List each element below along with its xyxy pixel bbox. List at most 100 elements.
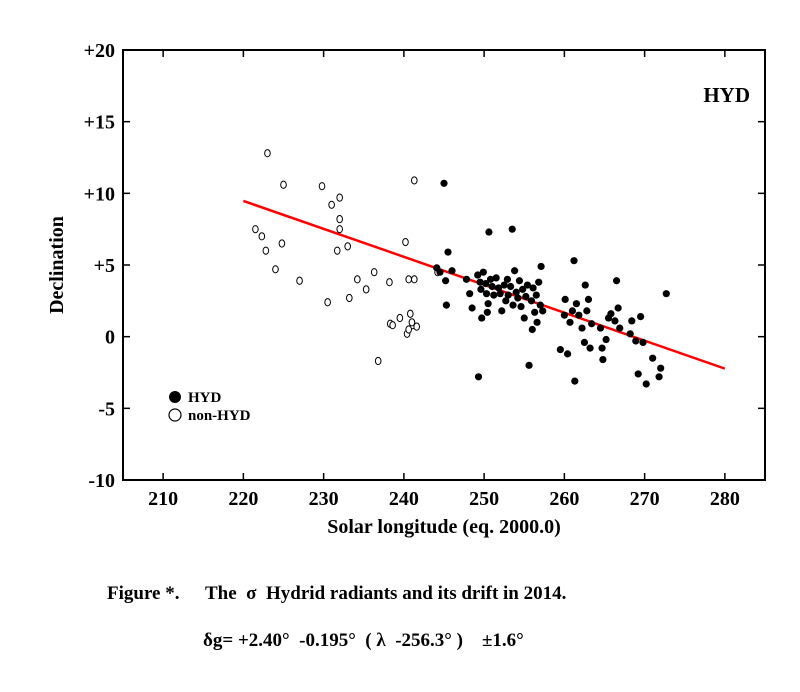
non-hyd-point [264, 149, 271, 158]
non-hyd-point [374, 356, 382, 366]
non-hyd-point [278, 239, 286, 248]
non-hyd-point [389, 321, 396, 330]
hyd-point [504, 291, 512, 299]
hyd-point [511, 267, 519, 275]
hyd-point [494, 284, 503, 292]
non-hyd-point [258, 232, 266, 241]
hyd-point [500, 281, 508, 289]
hyd-point [468, 304, 476, 312]
hyd-point [474, 271, 482, 279]
hyd-point [598, 344, 606, 352]
hyd-point [523, 281, 532, 289]
hyd-point [580, 338, 589, 346]
hyd-point [649, 354, 657, 362]
scatter-chart: 210 220 230 240 250 260 270 280 -10 -5 0 +5 +10 +15 +2… [46, 40, 766, 538]
hyd-point [482, 280, 490, 288]
hyd-point [448, 267, 456, 275]
hyd-point [528, 325, 536, 334]
hyd-point [496, 290, 504, 298]
hyd-point [616, 324, 624, 332]
drift-formula: δg= +2.40° -0.195° ( λ -256.3° ) ±1.6° [203, 630, 524, 651]
x-tick-label: 220 [228, 488, 258, 510]
non-hyd-point [296, 276, 303, 285]
non-hyd-point [262, 246, 270, 255]
legend-hyd-marker [169, 391, 181, 403]
x-tick-label: 210 [148, 488, 178, 510]
non-hyd-point [370, 268, 378, 277]
hyd-point [655, 373, 663, 381]
legend: HYD non-HYD [168, 390, 251, 424]
figure-label: Figure *. [107, 583, 180, 604]
hyd-point [474, 373, 483, 381]
hyd-point [581, 281, 589, 289]
hyd-point [507, 282, 515, 291]
hyd-point [614, 304, 622, 312]
non-hyd-point [346, 293, 353, 303]
non-hyd-point [336, 193, 343, 202]
x-tick-label: 280 [710, 488, 740, 510]
hyd-point [572, 300, 581, 308]
hyd-point [482, 290, 491, 298]
hyd-point [634, 370, 642, 378]
non-hyd-point [354, 275, 361, 284]
hyd-point [525, 361, 533, 369]
hyd-point [607, 310, 615, 318]
hyd-point [442, 277, 450, 285]
hyd-point [490, 291, 498, 299]
hyd-point [517, 302, 525, 311]
non-hyd-point [402, 237, 409, 247]
y-axis-title: Declination [46, 216, 68, 314]
hyd-point [462, 275, 471, 283]
hyd-point [498, 307, 506, 315]
hyd-point [515, 277, 524, 285]
hyd-point [520, 314, 528, 322]
y-tick-label: +20 [84, 40, 115, 62]
hyd-point [522, 292, 530, 301]
hyd-point [508, 225, 516, 233]
x-tick-label: 260 [549, 488, 579, 510]
hyd-point [588, 320, 596, 328]
non-hyd-point [386, 278, 393, 287]
hyd-point [662, 290, 670, 298]
y-tick-label: -10 [88, 470, 115, 492]
hyd-point [563, 350, 572, 358]
hyd-point [444, 248, 452, 256]
legend-nonhyd-label: non-HYD [188, 408, 251, 424]
hyd-point [611, 317, 619, 325]
hyd-point [596, 324, 605, 332]
hyd-point [527, 297, 536, 305]
y-tick-label: -5 [98, 398, 115, 420]
non-hyd-point [405, 275, 412, 284]
hyd-point [556, 345, 564, 354]
hyd-point [568, 307, 577, 315]
hyd-point [599, 356, 607, 364]
hyd-point [512, 288, 520, 296]
hyd-point [519, 285, 527, 293]
hyd-point [436, 268, 444, 276]
hyd-point [440, 179, 448, 187]
hyd-point [466, 290, 474, 298]
non-hyd-point [396, 313, 404, 323]
non-hyd-point [324, 298, 331, 307]
x-tick-label: 250 [469, 488, 499, 510]
hyd-point [503, 275, 511, 283]
x-tick-label: 230 [309, 488, 339, 510]
y-tick-label: 0 [105, 327, 115, 349]
hyd-point [539, 307, 547, 315]
hyd-point [533, 318, 541, 326]
hyd-point [535, 278, 543, 286]
x-tick-label: 270 [630, 488, 660, 510]
non-hyd-point [344, 242, 352, 251]
non-hyd-point [336, 215, 343, 224]
non-hyd-point [406, 309, 414, 318]
legend-nonhyd-marker [168, 408, 182, 422]
hyd-point [561, 295, 569, 303]
non-hyd-point [328, 200, 335, 209]
hyd-point [642, 380, 650, 388]
non-hyd-point [272, 265, 279, 274]
hyd-point [492, 274, 500, 282]
non-hyd-point [411, 176, 418, 185]
hyd-point [626, 330, 634, 338]
hyd-point [612, 277, 621, 285]
data-points [252, 149, 670, 388]
